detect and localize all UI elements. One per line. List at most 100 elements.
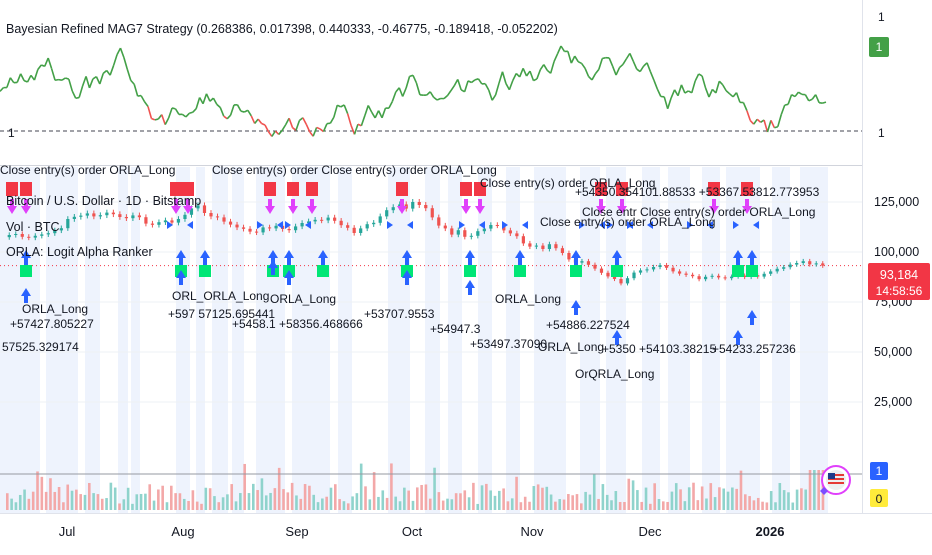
exit-label: Close entr Close entry(s) order ORLA_Lon… bbox=[582, 205, 815, 219]
exit-label: Close entry(s) order ORLA_Long bbox=[0, 163, 175, 177]
volume-bar bbox=[183, 499, 186, 510]
strategy-legend[interactable]: ORLA: Logit Alpha Ranker bbox=[6, 245, 153, 259]
volume-bar bbox=[800, 488, 803, 510]
volume-bar bbox=[498, 491, 501, 510]
volume-bar bbox=[321, 498, 324, 510]
candle-body bbox=[385, 210, 388, 216]
strategy-flat-band bbox=[352, 167, 388, 513]
volume-bar bbox=[123, 499, 126, 510]
candle-body bbox=[327, 218, 330, 221]
candle-body bbox=[541, 246, 544, 249]
volume-bar bbox=[217, 502, 220, 510]
volume-bar bbox=[36, 471, 39, 510]
volume-bar bbox=[632, 480, 635, 510]
volume-bar bbox=[213, 496, 216, 510]
candle-body bbox=[248, 229, 251, 232]
candle-body bbox=[658, 265, 661, 267]
candle-body bbox=[639, 270, 642, 272]
time-axis-label: Nov bbox=[520, 524, 544, 539]
volume-bar bbox=[489, 490, 492, 510]
exit-marker bbox=[460, 182, 472, 196]
volume-bar bbox=[252, 484, 255, 510]
candle-body bbox=[795, 263, 798, 265]
volume-bar bbox=[144, 494, 147, 510]
volume-bar bbox=[636, 490, 639, 510]
volume-bar bbox=[817, 470, 820, 510]
volume-bar bbox=[243, 464, 246, 510]
strategy-flat-band bbox=[828, 167, 862, 513]
candle-body bbox=[821, 263, 824, 265]
candle-body bbox=[619, 279, 622, 283]
volume-bar bbox=[735, 489, 738, 510]
volume-badge-yellow-text: 0 bbox=[876, 492, 883, 506]
volume-bar bbox=[507, 501, 510, 510]
candle-body bbox=[235, 225, 238, 228]
candle-body bbox=[92, 213, 95, 216]
exit-label: Close entry(s) order Close entry(s) orde… bbox=[212, 163, 497, 177]
volume-bar bbox=[166, 502, 169, 510]
long-entry-marker bbox=[611, 265, 623, 277]
candle-body bbox=[216, 216, 219, 217]
volume-bar bbox=[679, 489, 682, 510]
candle-body bbox=[489, 225, 492, 229]
candle-body bbox=[763, 274, 766, 277]
volume-bar bbox=[727, 492, 730, 510]
strategy-flat-band bbox=[128, 167, 131, 513]
candle-body bbox=[60, 228, 63, 230]
indicator-title[interactable]: Bayesian Refined MAG7 Strategy (0.268386… bbox=[6, 22, 558, 36]
symbol-legend[interactable]: Bitcoin / U.S. Dollar · 1D · Bitstamp bbox=[6, 194, 201, 208]
long-entry-marker bbox=[464, 265, 476, 277]
exit-label: +54350.354101.88533 +53367.53812.773953 bbox=[575, 185, 820, 199]
entry-label: +54947.3 bbox=[430, 322, 481, 336]
volume-bar bbox=[200, 504, 203, 510]
volume-bar bbox=[369, 499, 372, 510]
volume-bar bbox=[299, 499, 302, 510]
volume-bar bbox=[304, 484, 307, 510]
entry-label: ORL_ORLA_Long bbox=[172, 289, 269, 303]
candle-body bbox=[366, 224, 369, 228]
candle-body bbox=[457, 230, 460, 234]
exit-marker bbox=[264, 182, 276, 196]
volume-bar bbox=[472, 483, 475, 510]
volume-bar bbox=[187, 501, 190, 510]
candle-body bbox=[157, 222, 160, 225]
strategy-flat-band bbox=[228, 167, 232, 513]
volume-bar bbox=[533, 486, 536, 510]
volume-legend[interactable]: Vol · BTC bbox=[6, 220, 60, 234]
candle-body bbox=[717, 276, 720, 278]
candle-body bbox=[229, 222, 232, 225]
indicator-scale-label-bottom: 1 bbox=[878, 126, 885, 140]
long-entry-marker bbox=[20, 265, 32, 277]
volume-bar bbox=[451, 499, 454, 510]
volume-bar bbox=[412, 501, 415, 510]
candle-body bbox=[600, 269, 603, 273]
candle-body bbox=[645, 269, 648, 270]
volume-bar bbox=[226, 494, 229, 510]
volume-bar bbox=[766, 502, 769, 510]
volume-bar bbox=[287, 492, 290, 510]
volume-bar bbox=[731, 487, 734, 510]
candle-body bbox=[353, 228, 356, 233]
volume-bar bbox=[75, 490, 78, 510]
volume-bar bbox=[420, 485, 423, 510]
candle-body bbox=[548, 244, 551, 249]
candle-body bbox=[40, 234, 43, 235]
volume-bar bbox=[515, 477, 518, 510]
volume-bar bbox=[675, 483, 678, 510]
volume-bar bbox=[627, 479, 630, 510]
entry-label: +5350 +54103.38215 bbox=[602, 342, 716, 356]
volume-bar bbox=[110, 483, 113, 510]
candle-body bbox=[268, 227, 271, 228]
volume-bar bbox=[269, 493, 272, 510]
volume-bar bbox=[256, 490, 259, 510]
volume-bar bbox=[481, 485, 484, 510]
volume-bar bbox=[718, 487, 721, 510]
volume-bar bbox=[615, 491, 618, 510]
volume-bar bbox=[261, 478, 264, 510]
volume-bar bbox=[511, 498, 514, 510]
volume-bar bbox=[606, 495, 609, 510]
candle-body bbox=[444, 226, 447, 229]
volume-bar bbox=[62, 502, 65, 510]
volume-bar bbox=[709, 483, 712, 510]
